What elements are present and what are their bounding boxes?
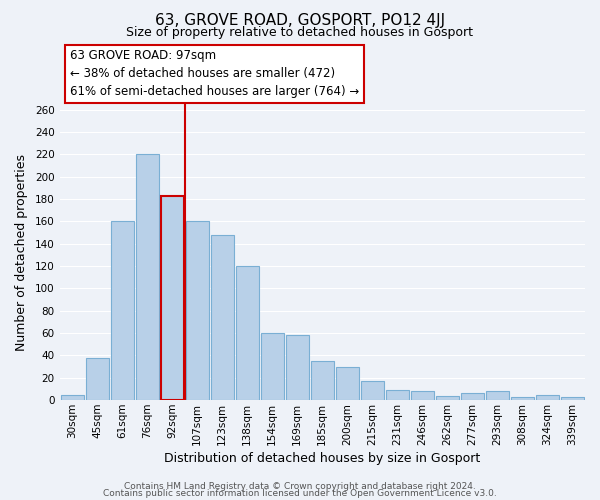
Bar bbox=[136, 154, 158, 400]
Bar bbox=[161, 196, 184, 400]
Bar bbox=[461, 394, 484, 400]
Bar bbox=[436, 396, 459, 400]
Bar bbox=[110, 222, 134, 400]
Bar bbox=[61, 394, 83, 400]
Text: 63, GROVE ROAD, GOSPORT, PO12 4JJ: 63, GROVE ROAD, GOSPORT, PO12 4JJ bbox=[155, 12, 445, 28]
Y-axis label: Number of detached properties: Number of detached properties bbox=[15, 154, 28, 350]
Text: Contains HM Land Registry data © Crown copyright and database right 2024.: Contains HM Land Registry data © Crown c… bbox=[124, 482, 476, 491]
Bar bbox=[236, 266, 259, 400]
Bar bbox=[211, 235, 234, 400]
Text: Contains public sector information licensed under the Open Government Licence v3: Contains public sector information licen… bbox=[103, 489, 497, 498]
Bar bbox=[536, 394, 559, 400]
X-axis label: Distribution of detached houses by size in Gosport: Distribution of detached houses by size … bbox=[164, 452, 481, 465]
Text: 63 GROVE ROAD: 97sqm
← 38% of detached houses are smaller (472)
61% of semi-deta: 63 GROVE ROAD: 97sqm ← 38% of detached h… bbox=[70, 50, 359, 98]
Bar bbox=[386, 390, 409, 400]
Bar bbox=[486, 391, 509, 400]
Bar bbox=[261, 333, 284, 400]
Bar bbox=[286, 336, 309, 400]
Bar bbox=[361, 381, 384, 400]
Bar bbox=[311, 361, 334, 400]
Bar bbox=[336, 366, 359, 400]
Bar bbox=[411, 391, 434, 400]
Bar bbox=[561, 397, 584, 400]
Text: Size of property relative to detached houses in Gosport: Size of property relative to detached ho… bbox=[127, 26, 473, 39]
Bar bbox=[86, 358, 109, 400]
Bar bbox=[511, 397, 534, 400]
Bar bbox=[185, 222, 209, 400]
